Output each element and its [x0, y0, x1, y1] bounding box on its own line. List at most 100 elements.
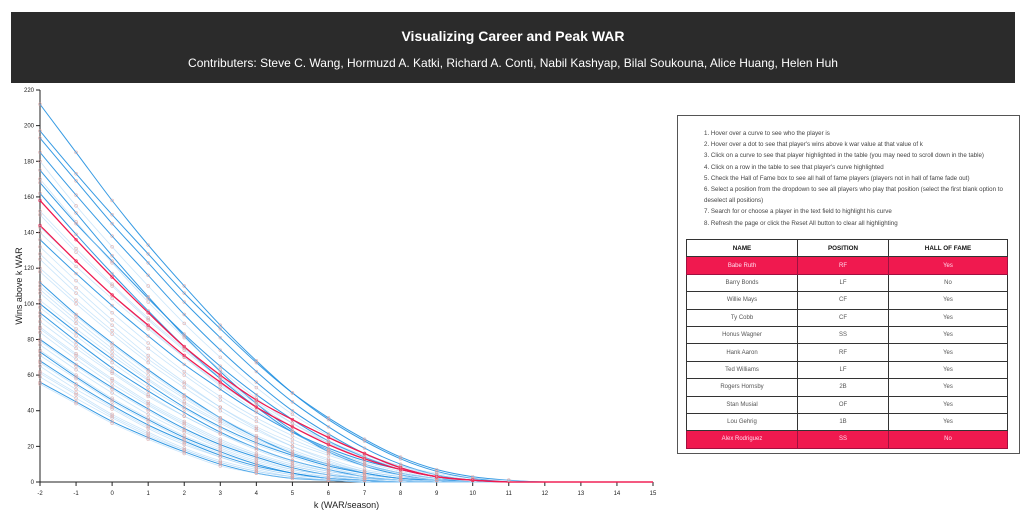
- war-data-point[interactable]: [362, 469, 367, 474]
- war-data-point[interactable]: [326, 435, 331, 440]
- player-curve[interactable]: [39, 344, 653, 483]
- war-data-point[interactable]: [326, 469, 331, 474]
- war-data-point[interactable]: [110, 350, 114, 354]
- table-row[interactable]: Honus Wagner SS Yes: [686, 325, 1008, 345]
- war-data-point[interactable]: [146, 407, 150, 411]
- war-data-point[interactable]: [110, 293, 114, 297]
- war-data-point[interactable]: [74, 246, 78, 251]
- war-data-point[interactable]: [218, 444, 222, 449]
- war-data-point[interactable]: [218, 394, 222, 399]
- war-data-point[interactable]: [326, 474, 331, 479]
- war-data-point[interactable]: [38, 287, 42, 292]
- war-data-point[interactable]: [110, 400, 114, 404]
- war-data-point[interactable]: [146, 378, 150, 383]
- war-data-point[interactable]: [74, 373, 78, 377]
- war-data-point[interactable]: [398, 476, 403, 481]
- war-data-point[interactable]: [398, 464, 403, 468]
- war-data-point[interactable]: [110, 346, 114, 351]
- war-data-point[interactable]: [74, 314, 78, 318]
- war-data-point[interactable]: [290, 467, 295, 472]
- war-data-point[interactable]: [182, 353, 186, 358]
- war-data-point[interactable]: [218, 368, 222, 372]
- war-data-point[interactable]: [218, 450, 222, 454]
- war-data-point[interactable]: [38, 180, 42, 185]
- war-data-point[interactable]: [290, 460, 295, 465]
- war-data-point[interactable]: [74, 318, 78, 322]
- war-data-point[interactable]: [146, 426, 150, 431]
- war-data-point[interactable]: [38, 237, 42, 242]
- war-data-point[interactable]: [326, 478, 331, 482]
- war-data-point[interactable]: [254, 405, 259, 409]
- war-data-point[interactable]: [398, 474, 403, 479]
- war-data-point[interactable]: [146, 327, 150, 331]
- war-data-point[interactable]: [290, 469, 295, 474]
- war-data-point[interactable]: [218, 437, 222, 441]
- player-curve[interactable]: [39, 161, 653, 483]
- war-data-point[interactable]: [74, 334, 78, 338]
- war-data-point[interactable]: [398, 467, 403, 472]
- war-data-point[interactable]: [182, 400, 186, 404]
- war-data-point[interactable]: [110, 261, 114, 265]
- war-data-point[interactable]: [254, 416, 259, 420]
- player-curve[interactable]: [39, 355, 653, 483]
- war-data-point[interactable]: [254, 419, 259, 424]
- war-data-point[interactable]: [74, 400, 78, 404]
- war-data-point[interactable]: [38, 270, 42, 274]
- war-data-point[interactable]: [146, 412, 150, 416]
- war-data-point[interactable]: [38, 136, 42, 140]
- war-data-point[interactable]: [38, 305, 42, 310]
- war-data-point[interactable]: [110, 343, 114, 347]
- war-data-point[interactable]: [218, 458, 222, 463]
- war-data-point[interactable]: [254, 462, 259, 466]
- war-data-point[interactable]: [362, 458, 367, 463]
- war-data-point[interactable]: [110, 275, 114, 279]
- war-data-point[interactable]: [218, 421, 222, 425]
- war-data-point[interactable]: [74, 232, 78, 237]
- war-data-point[interactable]: [146, 316, 150, 320]
- table-row[interactable]: Barry Bonds LF No: [686, 273, 1008, 293]
- war-data-point[interactable]: [146, 417, 150, 422]
- war-data-point[interactable]: [74, 352, 78, 356]
- war-data-point[interactable]: [254, 451, 259, 456]
- war-data-point[interactable]: [74, 250, 78, 254]
- war-data-point[interactable]: [38, 364, 42, 368]
- war-data-point[interactable]: [254, 442, 259, 447]
- war-data-point[interactable]: [254, 460, 259, 465]
- war-data-point[interactable]: [254, 433, 259, 438]
- war-data-point[interactable]: [110, 385, 114, 390]
- war-data-point[interactable]: [434, 471, 439, 475]
- war-data-point[interactable]: [38, 284, 42, 288]
- war-data-point[interactable]: [146, 334, 150, 338]
- war-data-point[interactable]: [38, 198, 42, 203]
- war-data-point[interactable]: [471, 478, 475, 482]
- war-data-point[interactable]: [290, 412, 295, 416]
- war-data-point[interactable]: [74, 302, 78, 306]
- war-data-point[interactable]: [218, 455, 222, 459]
- war-data-point[interactable]: [110, 382, 114, 386]
- war-data-point[interactable]: [218, 462, 222, 466]
- table-row[interactable]: Ted Williams LF Yes: [686, 360, 1008, 380]
- war-data-point[interactable]: [146, 311, 150, 315]
- war-data-point[interactable]: [218, 376, 222, 381]
- war-data-point[interactable]: [362, 455, 367, 459]
- player-curve[interactable]: [39, 253, 653, 483]
- war-data-point[interactable]: [146, 437, 150, 441]
- war-data-point[interactable]: [218, 384, 222, 388]
- war-data-point[interactable]: [38, 343, 42, 347]
- war-data-point[interactable]: [218, 442, 222, 447]
- war-data-point[interactable]: [110, 245, 114, 249]
- war-data-point[interactable]: [218, 426, 222, 431]
- war-data-point[interactable]: [146, 353, 150, 358]
- war-data-point[interactable]: [254, 439, 259, 443]
- war-data-point[interactable]: [290, 450, 295, 454]
- war-data-point[interactable]: [254, 369, 259, 374]
- war-data-point[interactable]: [254, 471, 259, 475]
- war-data-point[interactable]: [218, 448, 222, 452]
- war-data-point[interactable]: [218, 364, 222, 368]
- war-data-point[interactable]: [434, 473, 439, 477]
- table-row[interactable]: Ty Cobb CF Yes: [686, 308, 1008, 327]
- war-data-point[interactable]: [218, 430, 222, 434]
- war-data-point[interactable]: [110, 311, 114, 315]
- war-data-point[interactable]: [434, 476, 439, 481]
- war-data-point[interactable]: [38, 245, 42, 249]
